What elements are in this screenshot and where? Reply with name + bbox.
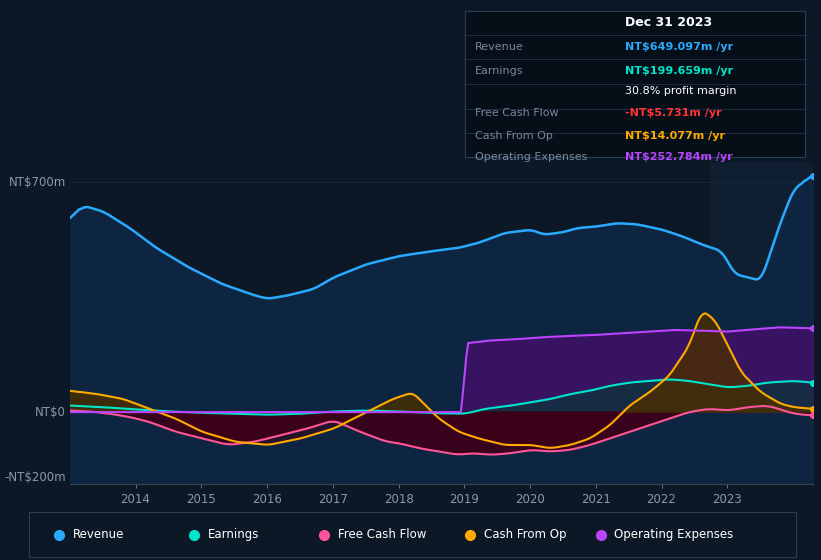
Bar: [711, 162, 821, 484]
Text: Operating Expenses: Operating Expenses: [475, 152, 587, 162]
Text: Revenue: Revenue: [475, 41, 524, 52]
Text: Earnings: Earnings: [208, 528, 259, 542]
Text: NT$199.659m /yr: NT$199.659m /yr: [625, 66, 733, 76]
Text: NT$252.784m /yr: NT$252.784m /yr: [625, 152, 732, 162]
Text: Revenue: Revenue: [73, 528, 125, 542]
Text: Operating Expenses: Operating Expenses: [614, 528, 734, 542]
Text: -NT$200m: -NT$200m: [4, 472, 66, 484]
Text: NT$649.097m /yr: NT$649.097m /yr: [625, 41, 733, 52]
Text: Cash From Op: Cash From Op: [484, 528, 566, 542]
Text: NT$0: NT$0: [35, 405, 66, 419]
Text: -NT$5.731m /yr: -NT$5.731m /yr: [625, 108, 722, 118]
Text: NT$14.077m /yr: NT$14.077m /yr: [625, 131, 725, 141]
Text: Dec 31 2023: Dec 31 2023: [625, 16, 712, 29]
Text: 30.8% profit margin: 30.8% profit margin: [625, 86, 736, 96]
Text: Cash From Op: Cash From Op: [475, 131, 553, 141]
Text: NT$700m: NT$700m: [9, 176, 66, 189]
Text: Earnings: Earnings: [475, 66, 524, 76]
Text: Free Cash Flow: Free Cash Flow: [475, 108, 558, 118]
Text: Free Cash Flow: Free Cash Flow: [338, 528, 426, 542]
